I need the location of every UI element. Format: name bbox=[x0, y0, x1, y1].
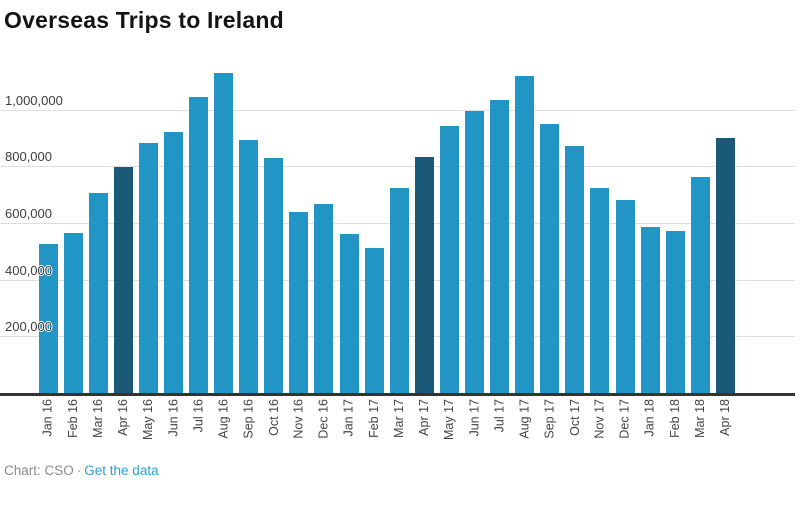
x-axis-label: Jan 17 bbox=[342, 399, 356, 437]
x-axis-label: Oct 16 bbox=[266, 399, 281, 436]
bar-nov-16[interactable] bbox=[289, 211, 309, 393]
bar-oct-17[interactable] bbox=[565, 145, 585, 393]
bar-sep-17[interactable] bbox=[540, 124, 560, 393]
x-axis-label: Jan 16 bbox=[41, 399, 55, 437]
x-axis-label: Sep 17 bbox=[542, 399, 557, 439]
bar-mar-18[interactable] bbox=[690, 176, 710, 393]
bar-mar-17[interactable] bbox=[389, 188, 409, 393]
x-axis-label: Feb 16 bbox=[66, 399, 81, 438]
bar-feb-16[interactable] bbox=[63, 233, 83, 393]
x-axis-label: Jun 17 bbox=[467, 399, 482, 437]
x-axis-label: Oct 17 bbox=[567, 399, 582, 436]
x-axis-label: Nov 17 bbox=[592, 399, 607, 439]
x-axis-label: Aug 17 bbox=[517, 399, 532, 439]
bar-feb-18[interactable] bbox=[665, 230, 685, 393]
bar-may-16[interactable] bbox=[138, 143, 158, 393]
x-axis-label: Mar 16 bbox=[91, 399, 106, 438]
y-axis-label: 200,000 bbox=[5, 319, 52, 335]
x-axis-label: Dec 17 bbox=[618, 399, 632, 439]
y-axis-label: 600,000 bbox=[5, 205, 52, 221]
bar-jul-17[interactable] bbox=[490, 99, 509, 393]
bar-dec-16[interactable] bbox=[314, 204, 334, 393]
bar-mar-16[interactable] bbox=[88, 193, 108, 393]
x-axis-line bbox=[0, 393, 795, 396]
bar-dec-17[interactable] bbox=[615, 200, 635, 393]
bar-sep-16[interactable] bbox=[239, 140, 259, 393]
x-axis-label: Jan 18 bbox=[643, 399, 657, 437]
x-axis-label: Apr 18 bbox=[718, 399, 733, 436]
bar-apr-18[interactable] bbox=[715, 137, 735, 393]
x-axis-label: Aug 16 bbox=[216, 399, 231, 439]
x-axis-label: Nov 16 bbox=[291, 399, 306, 439]
x-axis-label: Feb 18 bbox=[668, 399, 683, 438]
x-axis-label: Mar 17 bbox=[392, 399, 407, 438]
x-axis-label: Mar 18 bbox=[693, 399, 708, 438]
bar-jan-16[interactable] bbox=[38, 244, 58, 393]
bar-aug-16[interactable] bbox=[214, 73, 234, 393]
bar-aug-17[interactable] bbox=[515, 75, 535, 393]
x-axis-label: Jul 16 bbox=[191, 399, 206, 433]
bar-nov-17[interactable] bbox=[590, 188, 610, 393]
chart-title: Overseas Trips to Ireland bbox=[4, 7, 284, 33]
x-axis-label: Apr 17 bbox=[417, 399, 432, 436]
bar-feb-17[interactable] bbox=[364, 247, 384, 393]
bar-jun-16[interactable] bbox=[163, 132, 183, 393]
source-label: Chart: CSO bbox=[4, 463, 74, 478]
bar-jan-18[interactable] bbox=[640, 227, 660, 393]
footer-separator: · bbox=[76, 463, 82, 478]
get-data-link[interactable]: Get the data bbox=[84, 463, 159, 478]
chart-footer: Chart: CSO · Get the data bbox=[4, 462, 159, 479]
y-axis-label: 1,000,000 bbox=[5, 92, 63, 108]
x-axis-label: Feb 17 bbox=[367, 399, 382, 438]
x-axis-label: Apr 16 bbox=[116, 399, 131, 436]
y-gridline bbox=[0, 166, 795, 168]
x-axis-label: May 16 bbox=[141, 399, 156, 440]
bar-oct-16[interactable] bbox=[264, 157, 284, 393]
bar-jun-17[interactable] bbox=[464, 110, 484, 393]
y-axis-label: 400,000 bbox=[5, 262, 52, 278]
bar-jul-16[interactable] bbox=[189, 96, 208, 393]
bar-apr-16[interactable] bbox=[113, 166, 133, 393]
x-axis-label: May 17 bbox=[442, 399, 457, 440]
x-axis-label: Sep 16 bbox=[241, 399, 256, 439]
bar-jan-17[interactable] bbox=[339, 234, 359, 393]
x-axis-label: Jun 16 bbox=[166, 399, 181, 437]
x-axis-label: Dec 16 bbox=[316, 399, 331, 439]
y-axis-label: 800,000 bbox=[5, 149, 52, 165]
bar-apr-17[interactable] bbox=[414, 156, 434, 393]
bar-may-17[interactable] bbox=[439, 125, 459, 393]
x-axis-label: Jul 17 bbox=[492, 399, 507, 433]
y-gridline bbox=[0, 109, 795, 111]
